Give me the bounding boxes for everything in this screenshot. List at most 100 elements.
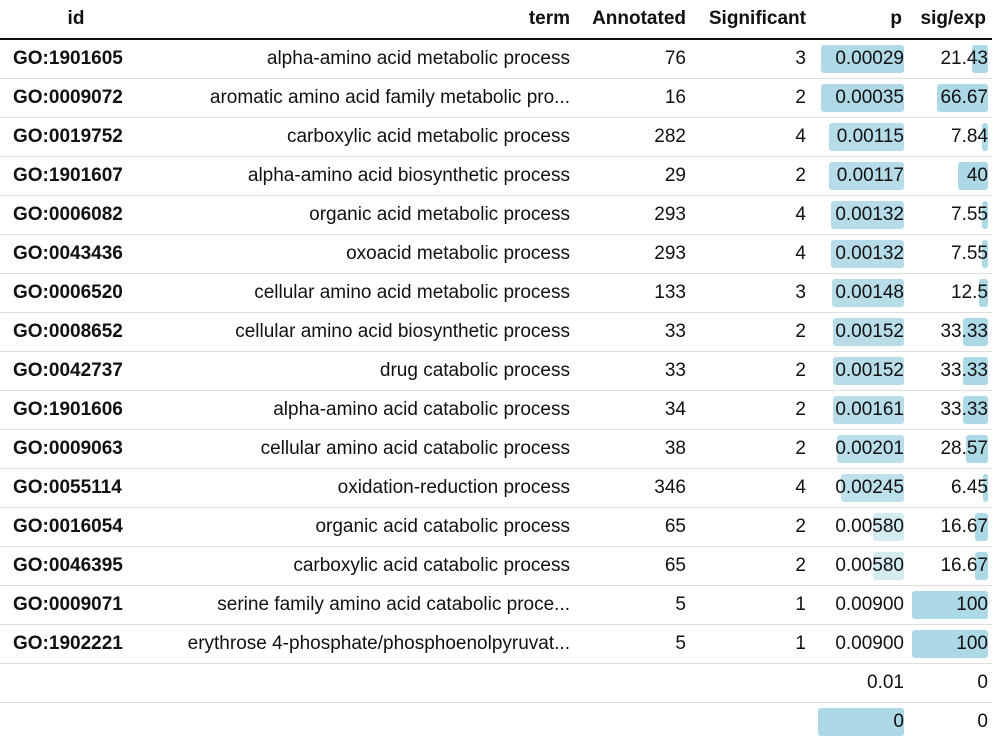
cell-sig-exp: 7.55: [908, 233, 992, 273]
cell-term: cellular amino acid metabolic process: [152, 272, 576, 312]
cell-p: 0.00117: [812, 155, 908, 195]
header-id[interactable]: id: [0, 0, 152, 40]
cell-significant: 4: [692, 194, 812, 234]
table-row: GO:0046395 carboxylic acid catabolic proc…: [0, 545, 992, 585]
cell-sig-exp: 33.33: [908, 389, 992, 429]
cell-sig-exp-bar: [983, 473, 988, 502]
cell-sig-exp-bar: [937, 83, 988, 112]
cell-sig-exp-value: 0: [977, 671, 988, 693]
cell-sig-exp-value: 7.55: [951, 242, 988, 264]
header-p[interactable]: p: [812, 0, 908, 40]
cell-sig-exp: 33.33: [908, 350, 992, 390]
cell-sig-exp-value: 16.67: [940, 515, 988, 537]
cell-sig-exp-bar: [962, 356, 988, 385]
header-term[interactable]: term: [152, 0, 576, 40]
cell-p-value: 0.00152: [835, 320, 904, 342]
cell-p-bar: [829, 161, 904, 190]
cell-id: GO:1901606: [0, 389, 152, 429]
cell-id: [0, 701, 152, 741]
cell-significant: 1: [692, 623, 812, 663]
cell-annotated: 33: [576, 311, 692, 351]
cell-sig-exp-value: 100: [956, 593, 988, 615]
cell-p-bar: [830, 239, 904, 268]
table-row: GO:0019752 carboxylic acid metabolic proc…: [0, 116, 992, 156]
cell-annotated: 65: [576, 545, 692, 585]
cell-id: GO:1902221: [0, 623, 152, 663]
cell-sig-exp-value: 100: [956, 632, 988, 654]
cell-id: GO:0046395: [0, 545, 152, 585]
header-sig-exp[interactable]: sig/exp: [908, 0, 992, 40]
cell-term: cellular amino acid catabolic process: [152, 428, 576, 468]
cell-p-value: 0: [893, 710, 904, 732]
cell-significant: 2: [692, 311, 812, 351]
cell-p-value: 0.00580: [835, 554, 904, 576]
cell-p-bar: [837, 434, 904, 463]
cell-p-value: 0.01: [867, 671, 904, 693]
cell-term: oxoacid metabolic process: [152, 233, 576, 273]
table-row: GO:0009071 serine family amino acid catab…: [0, 584, 992, 624]
cell-sig-exp-bar: [982, 239, 988, 268]
table-row: GO:1902221 erythrose 4-phosphate/phosphoe…: [0, 623, 992, 663]
cell-p-value: 0.00148: [835, 281, 904, 303]
table-row: GO:0006082 organic acid metabolic process…: [0, 194, 992, 234]
cell-sig-exp-value: 16.67: [940, 554, 988, 576]
cell-p: 0.00132: [812, 194, 908, 234]
cell-p-value: 0.00117: [836, 164, 904, 186]
cell-p: 0.00148: [812, 272, 908, 312]
cell-id: GO:0009071: [0, 584, 152, 624]
cell-significant: 4: [692, 467, 812, 507]
cell-sig-exp-bar: [982, 200, 988, 229]
cell-sig-exp: 0: [908, 701, 992, 741]
cell-p-bar: [832, 356, 904, 385]
cell-annotated: 293: [576, 233, 692, 273]
table-row: GO:0043436 oxoacid metabolic process 293 4 0…: [0, 233, 992, 273]
cell-significant: 1: [692, 584, 812, 624]
cell-p-value: 0.00132: [835, 203, 904, 225]
cell-sig-exp-value: 66.67: [940, 86, 988, 108]
cell-p: 0: [812, 701, 908, 741]
table-row: GO:0006520 cellular amino acid metabolic …: [0, 272, 992, 312]
table-row: GO:1901607 alpha-amino acid biosynthetic …: [0, 155, 992, 195]
cell-id: [0, 662, 152, 702]
cell-sig-exp-bar: [971, 45, 988, 73]
cell-p: 0.00029: [812, 39, 908, 78]
header-annotated[interactable]: Annotated: [576, 0, 692, 40]
cell-term: carboxylic acid metabolic process: [152, 116, 576, 156]
cell-sig-exp: 33.33: [908, 311, 992, 351]
cell-term: alpha-amino acid catabolic process: [152, 389, 576, 429]
cell-significant: 2: [692, 428, 812, 468]
table-row: 0.01 0: [0, 662, 992, 702]
table-row: GO:0042737 drug catabolic process 33 2 0.001…: [0, 350, 992, 390]
cell-term: organic acid catabolic process: [152, 506, 576, 546]
cell-significant: 4: [692, 116, 812, 156]
table-row: GO:0016054 organic acid catabolic process…: [0, 506, 992, 546]
cell-p-bar: [832, 278, 904, 307]
cell-annotated: 133: [576, 272, 692, 312]
cell-p-bar: [820, 45, 904, 73]
cell-id: GO:0055114: [0, 467, 152, 507]
cell-sig-exp: 21.43: [908, 39, 992, 78]
cell-sig-exp: 100: [908, 623, 992, 663]
cell-annotated: 5: [576, 584, 692, 624]
cell-annotated: [576, 662, 692, 702]
cell-term: erythrose 4-phosphate/phosphoenolpyruvat…: [152, 623, 576, 663]
header-significant[interactable]: Significant: [692, 0, 812, 40]
cell-id: GO:0042737: [0, 350, 152, 390]
cell-significant: 3: [692, 272, 812, 312]
cell-significant: 2: [692, 77, 812, 117]
cell-sig-exp-value: 0: [977, 710, 988, 732]
cell-p: 0.00152: [812, 350, 908, 390]
cell-term: drug catabolic process: [152, 350, 576, 390]
cell-p-value: 0.00900: [835, 632, 904, 654]
cell-p: 0.00115: [812, 116, 908, 156]
cell-annotated: 29: [576, 155, 692, 195]
cell-p-value: 0.00900: [835, 593, 904, 615]
cell-p-bar: [873, 512, 904, 541]
cell-significant: 2: [692, 389, 812, 429]
cell-p-value: 0.00245: [835, 476, 904, 498]
cell-sig-exp: 12.5: [908, 272, 992, 312]
cell-id: GO:0016054: [0, 506, 152, 546]
table-row: GO:0055114 oxidation-reduction process 346…: [0, 467, 992, 507]
table-row: GO:0008652 cellular amino acid biosynthet…: [0, 311, 992, 351]
cell-significant: 2: [692, 506, 812, 546]
